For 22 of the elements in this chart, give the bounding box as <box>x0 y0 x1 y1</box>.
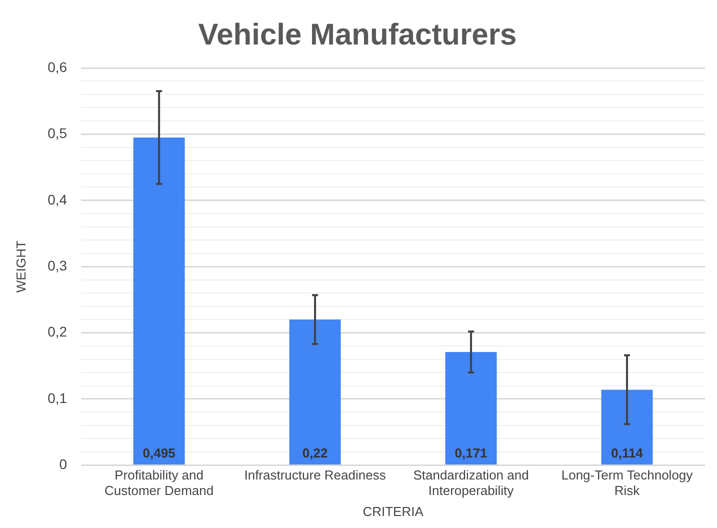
y-tick-label: 0,1 <box>48 390 68 406</box>
y-tick-label: 0,5 <box>48 125 68 142</box>
y-tick-label: 0,3 <box>48 257 68 274</box>
x-tick-label: Profitability and Customer Demand <box>104 468 214 498</box>
x-tick-label: Standardization and Interoperability <box>413 468 529 498</box>
bar <box>133 138 185 464</box>
x-tick-label: Long-Term Technology Risk <box>561 468 694 498</box>
bar <box>601 390 653 464</box>
y-tick-label: 0,4 <box>48 191 68 208</box>
bar <box>289 320 341 464</box>
y-tick-label: 0 <box>59 456 68 472</box>
data-label: 0,495 <box>142 445 176 460</box>
data-label: 0,171 <box>454 445 488 460</box>
bar <box>445 352 497 464</box>
data-label: 0,114 <box>611 445 644 460</box>
y-tick-label: 0,2 <box>48 324 68 340</box>
y-tick-label: 0,6 <box>48 58 68 75</box>
y-axis-title: WEIGHT <box>13 240 28 293</box>
data-label: 0,22 <box>302 445 328 460</box>
x-tick-label: Infrastructure Readiness <box>244 468 386 483</box>
chart-title: Vehicle Manufacturers <box>198 18 517 52</box>
x-axis-title: CRITERIA <box>362 504 424 519</box>
